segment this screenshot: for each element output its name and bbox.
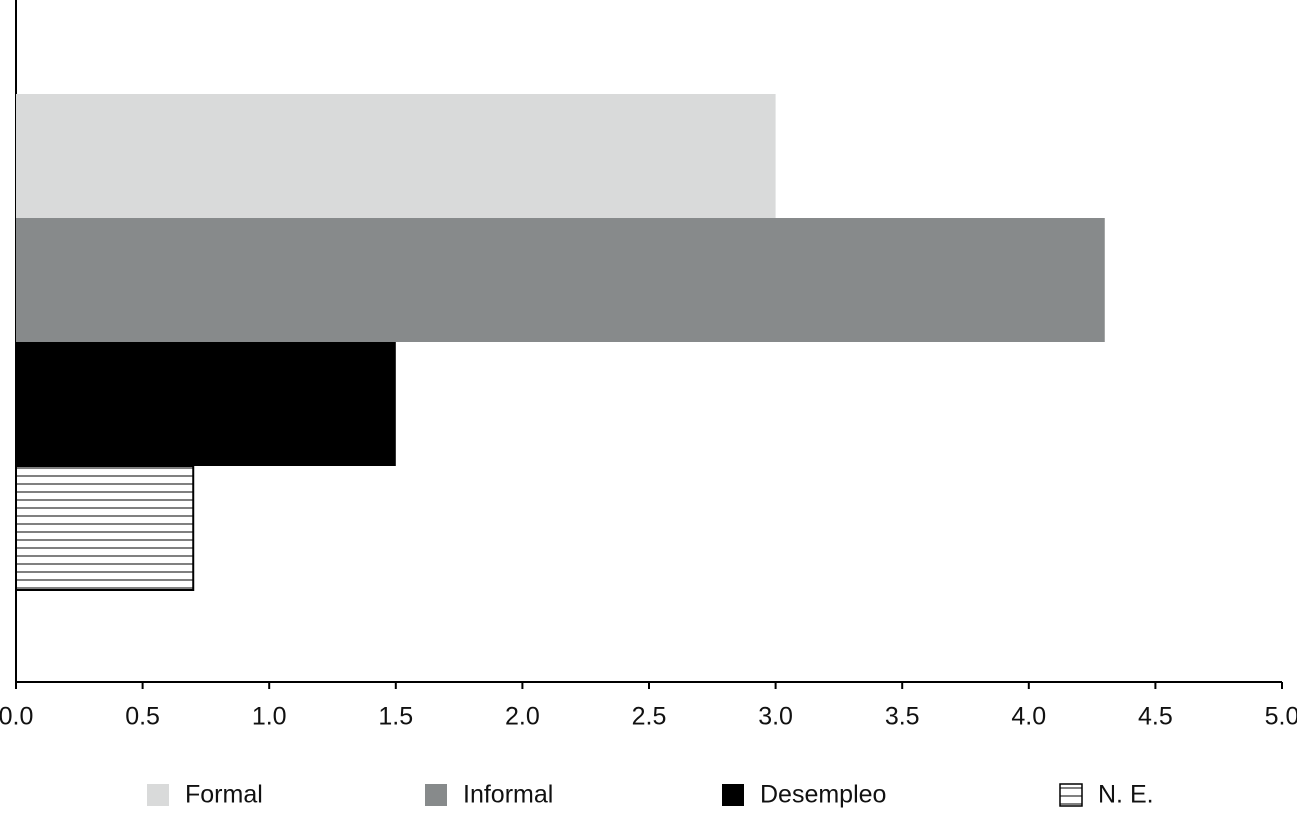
legend-label: Formal xyxy=(185,781,263,809)
legend-label: Informal xyxy=(463,781,553,809)
x-tick-label: 3.5 xyxy=(885,703,920,731)
x-tick-label: 1.5 xyxy=(378,703,413,731)
bar xyxy=(15,465,195,591)
legend-swatch xyxy=(1059,783,1083,807)
legend-label: Desempleo xyxy=(760,781,886,809)
legend-swatch xyxy=(722,784,744,806)
legend-swatch xyxy=(147,784,169,806)
x-tick-label: 3.0 xyxy=(758,703,793,731)
x-tick-label: 4.0 xyxy=(1011,703,1046,731)
legend-swatch xyxy=(425,784,447,806)
x-tick-label: 5.0 xyxy=(1265,703,1297,731)
x-tick-label: 1.0 xyxy=(252,703,287,731)
bar xyxy=(16,94,776,218)
bar xyxy=(16,218,1105,342)
x-tick-label: 0.0 xyxy=(0,703,33,731)
x-tick-label: 0.5 xyxy=(125,703,160,731)
x-tick-label: 2.5 xyxy=(632,703,667,731)
x-tick-label: 4.5 xyxy=(1138,703,1173,731)
x-tick-label: 2.0 xyxy=(505,703,540,731)
legend-label: N. E. xyxy=(1098,781,1154,809)
bar xyxy=(16,342,396,466)
